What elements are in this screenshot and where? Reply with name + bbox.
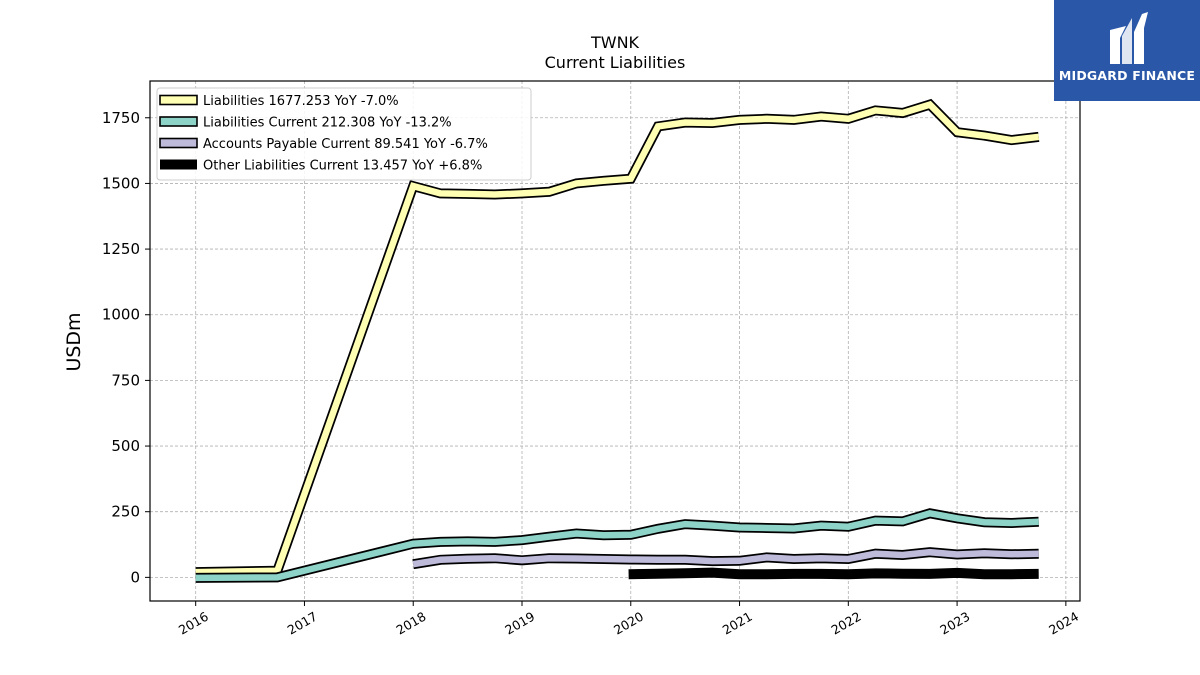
x-tick-label: 2022 (829, 609, 864, 638)
legend-swatch (159, 116, 198, 127)
legend: Liabilities 1677.253 YoY -7.0% Liabilitie… (156, 87, 532, 181)
y-tick-label: 1750 (102, 109, 140, 127)
chart-title: TWNK (590, 33, 640, 52)
x-tick-label: 2023 (937, 609, 972, 638)
y-tick-label: 0 (130, 568, 140, 586)
y-axis-label: USDm (63, 312, 85, 371)
legend-label: Accounts Payable Current 89.541 YoY -6.7… (203, 137, 488, 152)
y-tick-label: 1000 (102, 306, 140, 324)
legend-swatch (159, 137, 198, 149)
x-tick-label: 2018 (393, 609, 428, 638)
x-tick-label: 2017 (285, 609, 320, 638)
legend-label: Liabilities 1677.253 YoY -7.0% (203, 94, 399, 109)
y-tick-label: 250 (111, 503, 140, 521)
series-line-0 (195, 100, 1040, 576)
series-lines (195, 98, 1040, 583)
brand-logo: MIDGARD FINANCE (1054, 0, 1200, 101)
legend-box (156, 87, 532, 181)
y-tick-label: 750 (111, 371, 140, 389)
x-tick-label: 2021 (720, 609, 755, 638)
y-tick-label: 1250 (102, 240, 140, 258)
x-tick-label: 2019 (502, 609, 537, 638)
x-tick-label: 2016 (176, 609, 211, 638)
y-tick-label: 1500 (102, 174, 140, 192)
series-line-2 (412, 548, 1039, 568)
legend-swatch (160, 159, 197, 170)
series-line-outline-3 (628, 567, 1039, 580)
chart-subtitle: Current Liabilities (545, 53, 686, 72)
legend-swatch (159, 94, 198, 106)
x-tick-label: 2020 (611, 609, 646, 638)
brand-name: MIDGARD FINANCE (1058, 68, 1196, 83)
series-line-1 (195, 509, 1039, 582)
y-tick-label: 500 (111, 437, 140, 455)
plot-frame (149, 80, 1081, 602)
legend-label: Liabilities Current 212.308 YoY -13.2% (203, 116, 452, 131)
logo-mark-icon (1110, 12, 1148, 64)
x-tick-label: 2024 (1046, 609, 1081, 638)
legend-label: Other Liabilities Current 13.457 YoY +6.… (203, 159, 482, 174)
